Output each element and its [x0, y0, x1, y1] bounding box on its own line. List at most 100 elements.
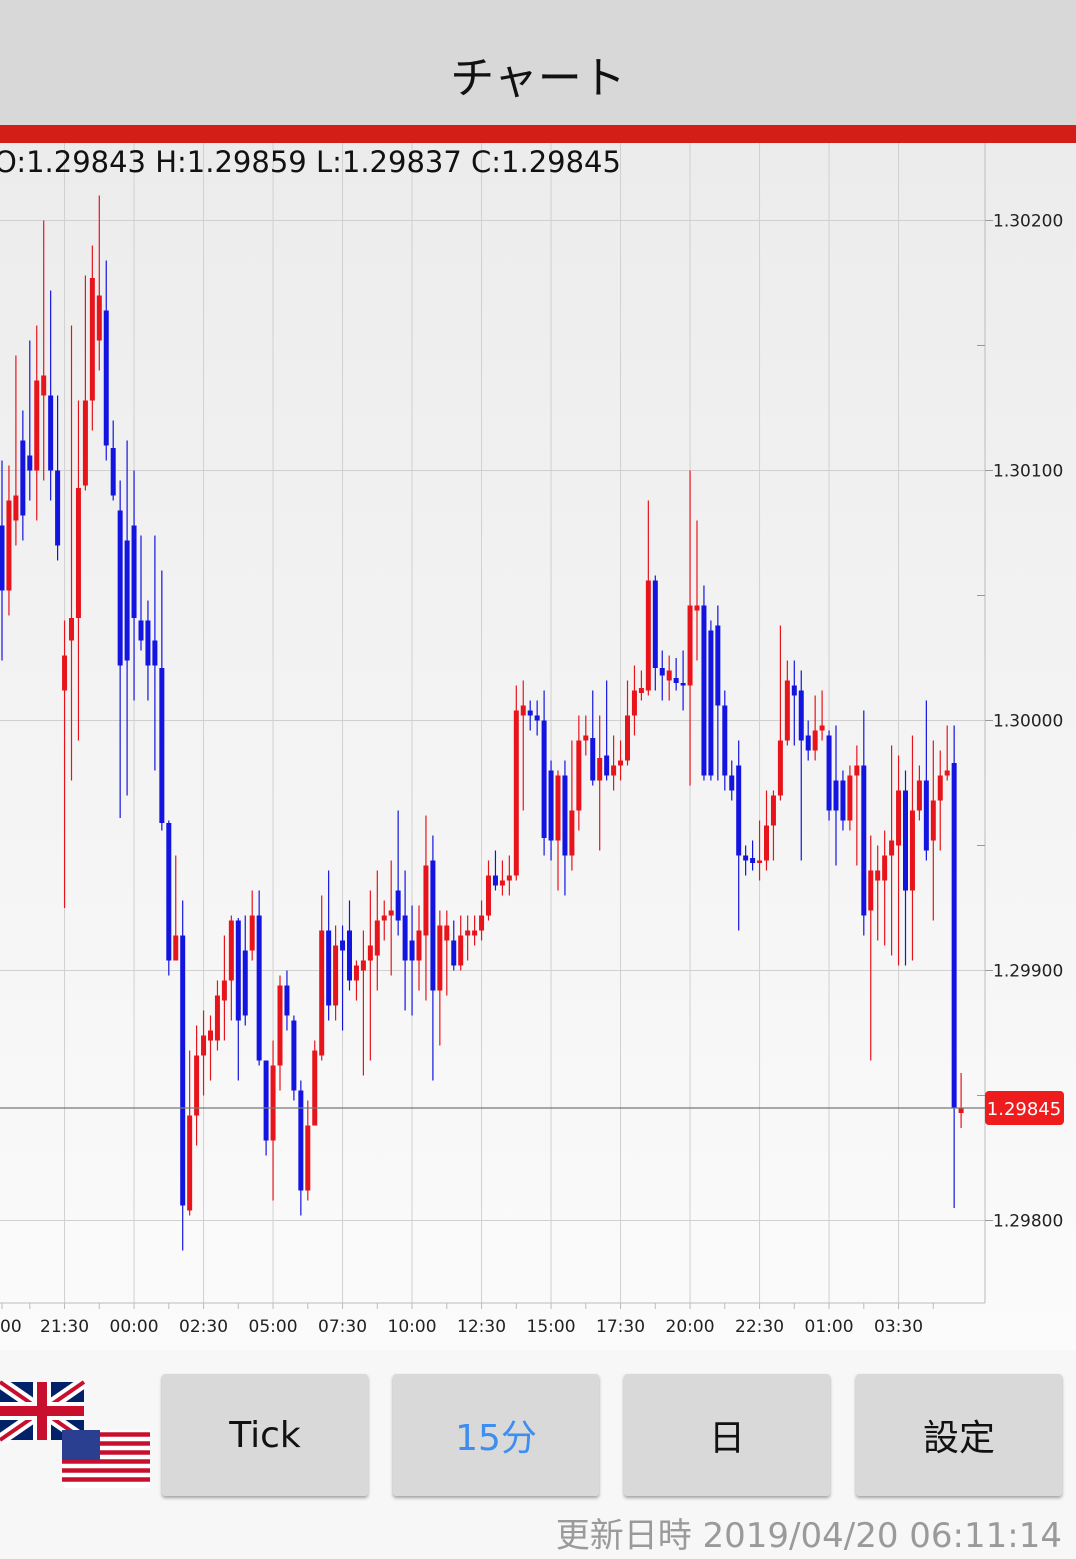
update-time: 更新日時 2019/04/20 06:11:14	[555, 1516, 1062, 1556]
candle-body	[708, 630, 714, 776]
x-tick-label: 22:30	[735, 1317, 784, 1337]
candle-body	[680, 683, 686, 686]
us-flag	[62, 1430, 150, 1488]
candle-body	[597, 758, 603, 781]
x-tick-label: 00:00	[110, 1317, 159, 1337]
candle-body	[854, 765, 860, 776]
x-tick-label: 15:00	[527, 1317, 576, 1337]
x-tick-label: 20:00	[666, 1317, 715, 1337]
candle-body	[576, 740, 582, 811]
candle-body	[909, 810, 915, 891]
candle-body	[687, 605, 693, 686]
candle-body	[819, 725, 825, 731]
candle-body	[131, 525, 137, 618]
candle-body	[555, 775, 561, 841]
candle-body	[527, 710, 533, 716]
candle-body	[757, 860, 763, 863]
candle-body	[652, 580, 658, 668]
candle-body	[625, 715, 630, 761]
candle-body	[214, 995, 220, 1041]
candle-body	[381, 915, 387, 921]
candle-body	[395, 890, 401, 921]
candle-body	[166, 823, 172, 961]
candle-body	[69, 618, 74, 641]
header-title: チャート	[450, 53, 626, 104]
candle-body	[305, 1125, 311, 1191]
candle-body	[882, 855, 888, 881]
candle-body	[541, 720, 547, 838]
candle-body	[249, 915, 255, 951]
candle-body	[903, 790, 908, 891]
candle-body	[465, 930, 471, 936]
candle-body	[284, 985, 290, 1016]
candle-body	[235, 920, 241, 1021]
candle-body	[694, 605, 700, 611]
x-tick-label: 03:30	[874, 1317, 923, 1337]
candle-body	[13, 495, 19, 521]
candle-body	[937, 775, 943, 801]
candle-body	[75, 488, 81, 618]
candle-body	[645, 580, 651, 691]
candle-body	[62, 655, 68, 691]
candle-body	[861, 765, 867, 916]
candle-body	[840, 780, 846, 821]
candle-body	[194, 1055, 200, 1116]
candle-body	[548, 770, 554, 841]
candle-body	[569, 810, 575, 856]
candle-body	[701, 605, 707, 776]
candle-body	[896, 790, 902, 846]
candle-body	[791, 685, 797, 696]
currency-pair-flags	[0, 1380, 150, 1488]
candle-body	[20, 440, 26, 516]
candle-body	[41, 375, 47, 396]
candle-body	[944, 770, 950, 776]
candle-body	[416, 930, 422, 961]
candle-body	[409, 940, 415, 961]
candle-body	[353, 965, 359, 981]
candle-body	[201, 1035, 207, 1056]
y-tick-label: 1.30100	[993, 462, 1063, 482]
candle-body	[221, 980, 227, 1001]
tick-button[interactable]: Tick	[162, 1374, 368, 1496]
15min-button[interactable]: 15分	[393, 1374, 599, 1496]
x-tick-label: 07:30	[318, 1317, 367, 1337]
candle-body	[117, 510, 123, 666]
candle-body	[187, 1115, 193, 1211]
candle-body	[423, 865, 429, 936]
candle-body	[124, 540, 130, 661]
candle-body	[242, 950, 248, 1016]
candle-body	[34, 380, 40, 471]
candle-body	[256, 915, 262, 1061]
candle-body	[492, 875, 498, 886]
accent-bar	[0, 125, 1076, 143]
candle-body	[479, 915, 485, 931]
candle-body	[631, 690, 637, 716]
daily-button[interactable]: 日	[624, 1374, 830, 1496]
candle-body	[889, 840, 895, 856]
candle-body	[152, 640, 158, 666]
candle-body	[208, 1030, 213, 1041]
candle-body	[770, 795, 776, 826]
candle-body	[638, 688, 644, 693]
candle-body	[736, 765, 742, 856]
candle-body	[812, 730, 818, 751]
candle-body	[430, 860, 436, 991]
settings-button[interactable]: 設定	[856, 1374, 1062, 1496]
candle-body	[319, 930, 325, 1056]
x-tick-label: 12:30	[457, 1317, 506, 1337]
candle-body	[180, 935, 186, 1206]
candle-body	[777, 740, 783, 796]
candle-body	[458, 935, 464, 966]
x-tick-label: 00	[0, 1317, 22, 1337]
candle-body	[604, 755, 610, 776]
candle-body	[298, 1090, 304, 1191]
candle-body	[930, 800, 936, 841]
candle-body	[173, 935, 179, 961]
candle-body	[513, 710, 519, 876]
candle-body	[506, 875, 512, 881]
y-tick-label: 1.30200	[993, 212, 1063, 232]
candle-body	[916, 780, 922, 811]
candle-body	[277, 985, 283, 1066]
candle-body	[159, 668, 165, 823]
